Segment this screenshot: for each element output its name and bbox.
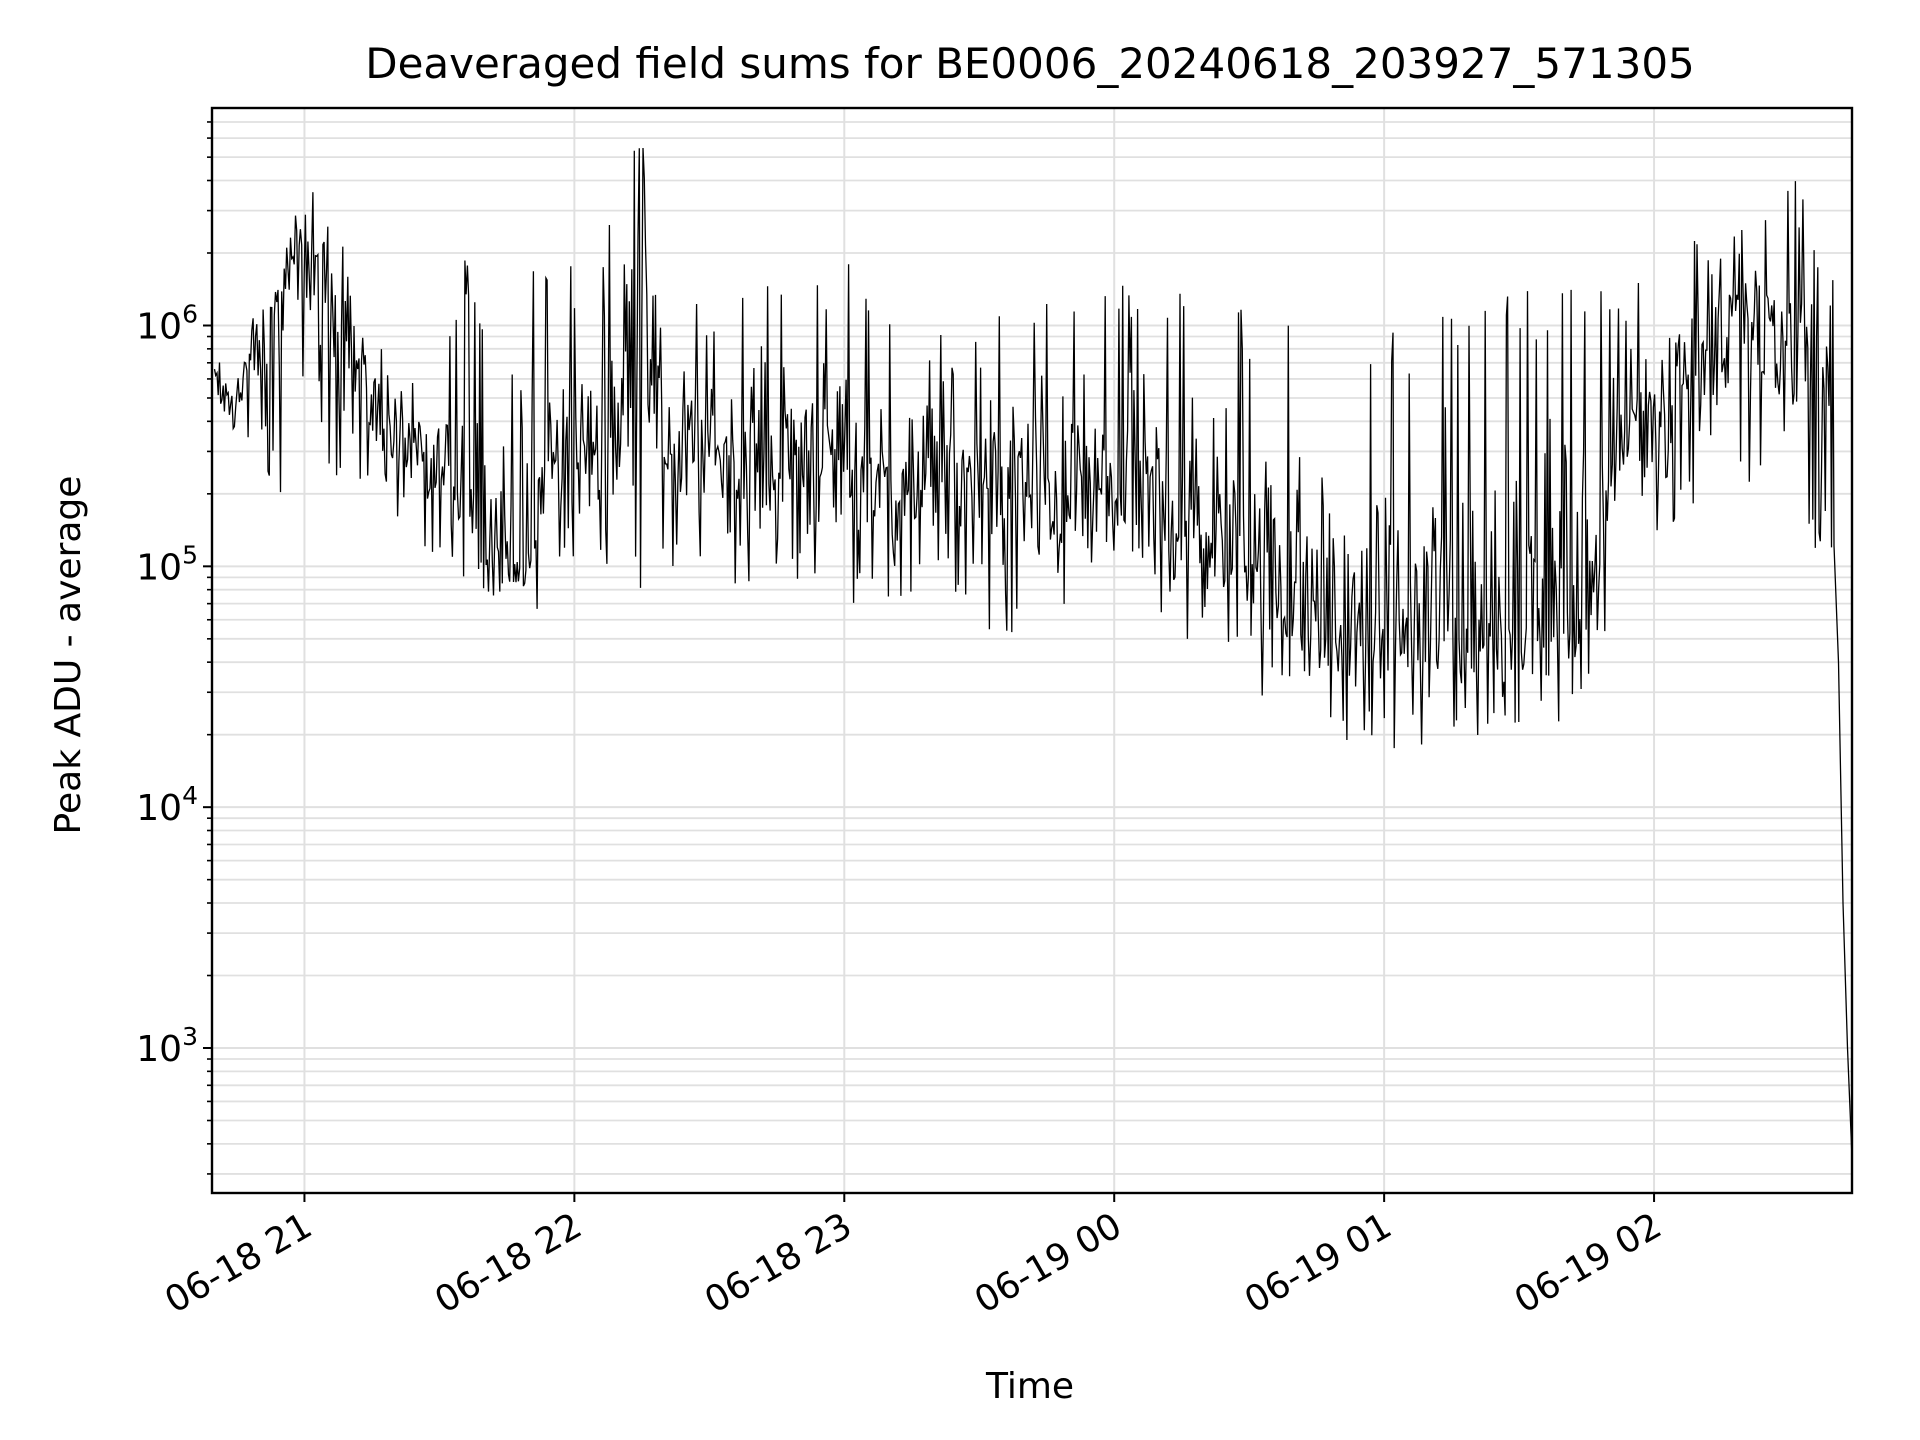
series-layer bbox=[213, 147, 1853, 1158]
y-tick-label: 104 bbox=[136, 781, 198, 829]
y-tick-label: 105 bbox=[136, 540, 198, 588]
series-line bbox=[213, 147, 1853, 1158]
chart-title: Deaveraged field sums for BE0006_2024061… bbox=[365, 39, 1695, 88]
y-axis-label: Peak ADU - average bbox=[48, 476, 89, 835]
plot-frame bbox=[210, 106, 1854, 1195]
y-tick-label: 103 bbox=[136, 1022, 198, 1070]
y-tick-label: 106 bbox=[136, 299, 198, 347]
x-axis-label: Time bbox=[985, 1366, 1074, 1407]
y-ticks: 103 104 105 106 bbox=[136, 121, 212, 1175]
